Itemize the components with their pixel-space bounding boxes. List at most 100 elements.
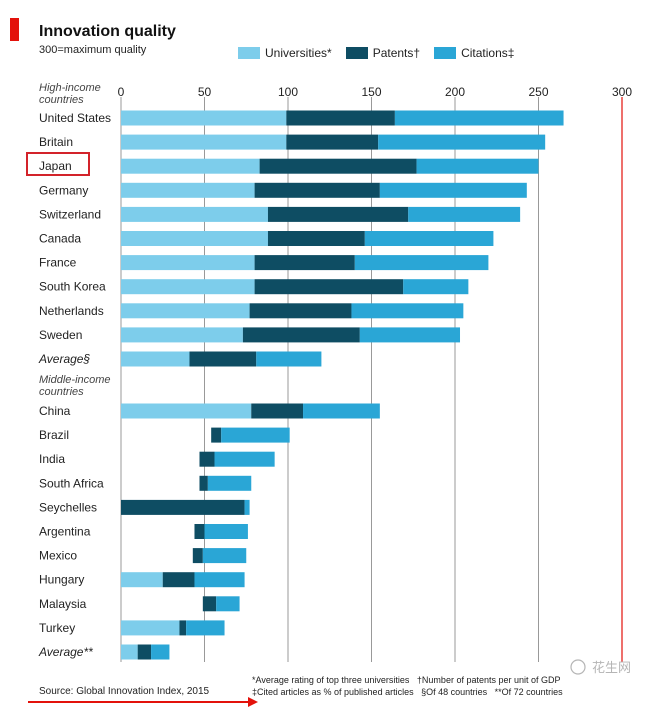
chart-source: Source: Global Innovation Index, 2015: [39, 686, 210, 697]
brand-red-tab: [10, 18, 19, 41]
bar-1-12: [211, 427, 222, 443]
category-label-15: Seychelles: [39, 500, 97, 514]
bar-1-17: [192, 548, 203, 564]
legend-item-citations: Citations‡: [434, 46, 514, 60]
category-label-3: Germany: [39, 183, 88, 197]
bar-2-7: [403, 279, 469, 295]
category-label-0: United States: [39, 111, 111, 125]
category-label-17: Mexico: [39, 549, 77, 563]
bar-2-19: [216, 596, 240, 612]
japan-highlight-box: [26, 152, 90, 176]
group-header-sub-0: countries: [39, 94, 84, 106]
category-label-1: Britain: [39, 135, 73, 149]
bar-1-5: [267, 231, 365, 246]
bar-2-10: [256, 351, 322, 367]
watermark-icon: [570, 659, 586, 675]
bar-1-9: [242, 327, 360, 343]
bar-1-19: [202, 596, 217, 612]
bar-2-1: [378, 134, 546, 150]
legend-swatch-citations: [434, 47, 457, 59]
category-label-8: Netherlands: [39, 304, 104, 318]
bar-1-4: [267, 206, 409, 222]
bar-2-17: [202, 548, 247, 564]
category-label-21: Average**: [38, 645, 93, 659]
category-label-20: Turkey: [39, 621, 75, 635]
category-label-19: Malaysia: [39, 597, 87, 611]
bar-0-7: [121, 279, 255, 295]
bar-0-18: [121, 572, 163, 588]
category-label-6: France: [39, 256, 77, 270]
category-label-13: India: [39, 452, 65, 466]
x-tick-label-250: 250: [528, 85, 548, 99]
bar-0-3: [121, 182, 255, 198]
chart-legend: Universities* Patents† Citations‡: [238, 46, 514, 60]
watermark-text: 花生网: [592, 660, 631, 676]
bar-1-3: [254, 182, 380, 198]
bar-2-8: [351, 303, 464, 319]
bar-2-20: [186, 620, 225, 636]
group-header-1: Middle-income: [39, 374, 111, 386]
category-label-10: Average§: [38, 352, 90, 366]
bar-2-0: [394, 110, 564, 126]
bar-1-15: [121, 499, 245, 515]
bar-1-10: [189, 351, 257, 367]
bar-0-10: [121, 351, 190, 367]
x-tick-label-50: 50: [198, 85, 212, 99]
bar-0-5: [121, 231, 268, 246]
legend-label-citations: Citations‡: [461, 46, 515, 60]
bar-1-21: [137, 644, 152, 660]
bar-1-11: [251, 403, 304, 419]
category-label-9: Sweden: [39, 328, 82, 342]
legend-label-universities: Universities*: [265, 46, 332, 60]
source-arrow-icon: [28, 697, 258, 707]
bar-1-14: [199, 475, 208, 491]
group-header-sub-1: countries: [39, 386, 84, 398]
bar-0-4: [121, 206, 268, 222]
bar-2-12: [221, 427, 290, 443]
category-label-14: South Africa: [39, 476, 104, 490]
bar-2-3: [379, 182, 527, 198]
bar-0-1: [121, 134, 287, 150]
bar-1-18: [162, 572, 195, 588]
x-tick-label-0: 0: [118, 85, 125, 99]
category-label-7: South Korea: [39, 280, 106, 294]
bar-1-8: [249, 303, 352, 319]
legend-item-universities: Universities*: [238, 46, 332, 60]
category-label-12: Brazil: [39, 428, 69, 442]
legend-swatch-universities: [238, 47, 260, 59]
bar-2-2: [416, 158, 539, 174]
legend-item-patents: Patents†: [345, 46, 421, 60]
bar-2-15: [244, 499, 250, 515]
bar-0-9: [121, 327, 243, 343]
bar-1-6: [254, 255, 355, 271]
bar-1-0: [286, 110, 395, 126]
bar-1-20: [179, 620, 187, 636]
bar-2-9: [359, 327, 461, 343]
bar-2-21: [151, 644, 170, 660]
x-tick-label-200: 200: [445, 85, 465, 99]
legend-swatch-patents: [345, 47, 368, 59]
chart-subtitle: 300=maximum quality: [39, 44, 147, 56]
bar-2-13: [214, 451, 275, 467]
chart-title: Innovation quality: [39, 23, 176, 40]
bar-0-0: [121, 110, 287, 126]
x-tick-label-150: 150: [361, 85, 381, 99]
category-label-11: China: [39, 404, 71, 418]
category-label-2: Japan: [39, 159, 72, 173]
bar-0-8: [121, 303, 250, 319]
chart-footnotes: *Average rating of top three universitie…: [252, 675, 563, 697]
bar-1-7: [254, 279, 404, 295]
bar-2-11: [303, 403, 380, 419]
x-tick-label-100: 100: [278, 85, 298, 99]
category-label-5: Canada: [39, 232, 81, 246]
legend-label-patents: Patents†: [372, 46, 421, 60]
bar-2-5: [364, 231, 494, 246]
group-header-0: High-income: [39, 82, 101, 94]
bar-0-6: [121, 255, 255, 271]
bar-2-14: [207, 475, 252, 491]
bar-1-1: [286, 134, 379, 150]
category-label-16: Argentina: [39, 525, 91, 539]
x-tick-label-300: 300: [612, 85, 632, 99]
bar-2-4: [408, 206, 521, 222]
